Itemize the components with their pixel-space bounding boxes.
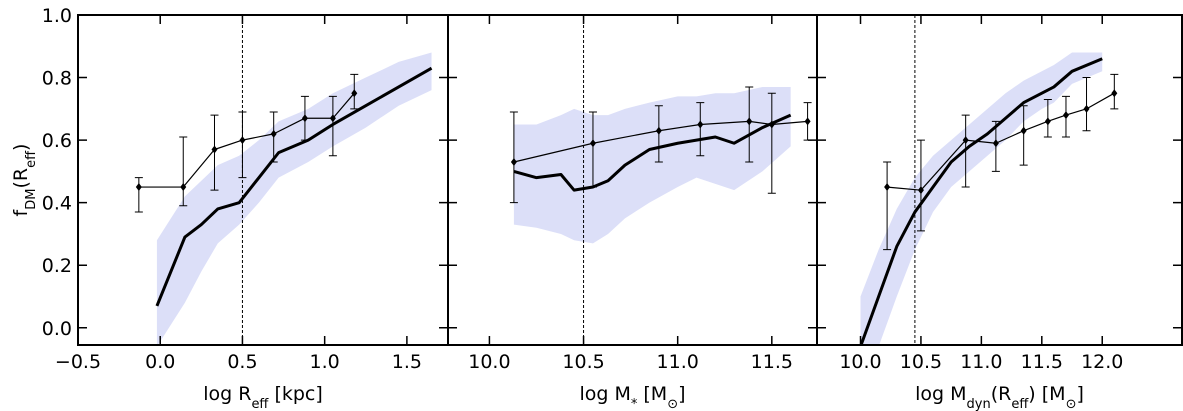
error-bar bbox=[883, 161, 892, 251]
marker bbox=[510, 158, 517, 167]
x-tick-label: 12.0 bbox=[1081, 351, 1123, 373]
marker bbox=[270, 129, 277, 138]
error-bar bbox=[509, 111, 518, 204]
y-tick-label: 0.8 bbox=[42, 68, 72, 90]
x-tick-label: 1.5 bbox=[392, 351, 422, 373]
marker bbox=[697, 120, 704, 129]
x-axis-label-part: * bbox=[631, 397, 638, 411]
marker bbox=[135, 183, 142, 192]
x-axis-label-part: [M bbox=[637, 383, 667, 405]
error-bar bbox=[1082, 77, 1091, 132]
y-axis-label-part: ) bbox=[10, 144, 32, 151]
marker bbox=[589, 139, 596, 148]
x-tick-label: 10.5 bbox=[900, 351, 942, 373]
marker bbox=[180, 183, 187, 192]
x-axis-label-part: log R bbox=[203, 383, 251, 405]
plot-frame bbox=[816, 14, 1183, 346]
x-tick-label: 10.5 bbox=[562, 351, 604, 373]
x-axis-label-part: ⊙ bbox=[667, 397, 678, 411]
y-axis-label-part: (R bbox=[10, 168, 32, 189]
x-axis-label-part: log M bbox=[915, 383, 966, 405]
x-tick-label: 11.5 bbox=[751, 351, 793, 373]
panel bbox=[134, 15, 433, 345]
line bbox=[859, 57, 1103, 345]
marker bbox=[1020, 126, 1027, 135]
x-axis-label-part: [kpc] bbox=[268, 383, 322, 405]
marker bbox=[1083, 104, 1090, 113]
marker bbox=[768, 120, 775, 129]
x-tick-label: −0.5 bbox=[55, 351, 101, 373]
marker bbox=[962, 136, 969, 145]
panel bbox=[859, 15, 1119, 345]
x-tick-label: 1.0 bbox=[310, 351, 340, 373]
line bbox=[138, 92, 355, 188]
marker bbox=[884, 183, 891, 192]
error-bar bbox=[961, 114, 970, 188]
error-bar bbox=[134, 177, 143, 213]
x-tick-label: 11.0 bbox=[657, 351, 699, 373]
x-tick-label: 11.5 bbox=[1021, 351, 1063, 373]
y-axis-label-part: DM bbox=[24, 189, 39, 210]
x-tick-label: 0.5 bbox=[227, 351, 257, 373]
line bbox=[513, 113, 792, 192]
error-bar bbox=[1019, 105, 1028, 166]
error-bar bbox=[588, 111, 597, 188]
x-tick-label: 10.0 bbox=[839, 351, 881, 373]
x-tick-label: 10.0 bbox=[468, 351, 510, 373]
x-axis-label: log M* [M⊙] bbox=[579, 383, 685, 411]
x-axis-label-part: (R bbox=[991, 383, 1012, 405]
marker bbox=[1044, 117, 1051, 126]
y-tick-label: 1.0 bbox=[42, 5, 72, 27]
y-tick-label: 0.0 bbox=[42, 318, 72, 340]
marker bbox=[917, 186, 924, 195]
x-axis-label-part: dyn bbox=[967, 397, 991, 411]
x-axis-label: log Mdyn(Reff) [M⊙] bbox=[915, 383, 1084, 411]
marker bbox=[1062, 111, 1069, 120]
panel bbox=[509, 15, 812, 345]
y-axis-label-part: eff bbox=[24, 150, 39, 168]
error-bar bbox=[179, 136, 188, 207]
y-tick-label: 0.2 bbox=[42, 255, 72, 277]
error-bar bbox=[916, 139, 925, 232]
error-bar bbox=[767, 92, 776, 194]
y-axis-label: fDM(Reff) bbox=[10, 144, 39, 217]
marker bbox=[746, 117, 753, 126]
marker bbox=[804, 117, 811, 126]
x-axis-label-part: ⊙ bbox=[1066, 397, 1077, 411]
x-axis-label-part: log M bbox=[579, 383, 630, 405]
x-tick-label: 11.0 bbox=[960, 351, 1002, 373]
marker bbox=[211, 145, 218, 154]
marker bbox=[301, 114, 308, 123]
x-tick-label: 0.0 bbox=[145, 351, 175, 373]
scatter-band bbox=[860, 52, 1103, 345]
scatter-band bbox=[156, 52, 432, 345]
y-axis-label-part: f bbox=[10, 208, 32, 216]
y-tick-label: 0.6 bbox=[42, 130, 72, 152]
x-axis-label-part: eff bbox=[1011, 397, 1029, 411]
x-axis-label-part: ) [M bbox=[1028, 383, 1065, 405]
marker bbox=[655, 126, 662, 135]
x-axis-label-part: eff bbox=[251, 397, 269, 411]
error-bar bbox=[328, 95, 337, 157]
x-axis-label-part: ] bbox=[678, 383, 685, 405]
x-axis-label: log Reff [kpc] bbox=[203, 383, 323, 411]
marker bbox=[1111, 89, 1118, 98]
line bbox=[155, 66, 433, 307]
error-bar bbox=[696, 102, 705, 157]
marker bbox=[992, 139, 999, 148]
marker bbox=[239, 136, 246, 145]
x-axis-label-part: ] bbox=[1076, 383, 1083, 405]
marker bbox=[351, 89, 358, 98]
error-bar bbox=[238, 111, 247, 179]
y-tick-label: 0.4 bbox=[42, 193, 72, 215]
marker bbox=[329, 114, 336, 123]
